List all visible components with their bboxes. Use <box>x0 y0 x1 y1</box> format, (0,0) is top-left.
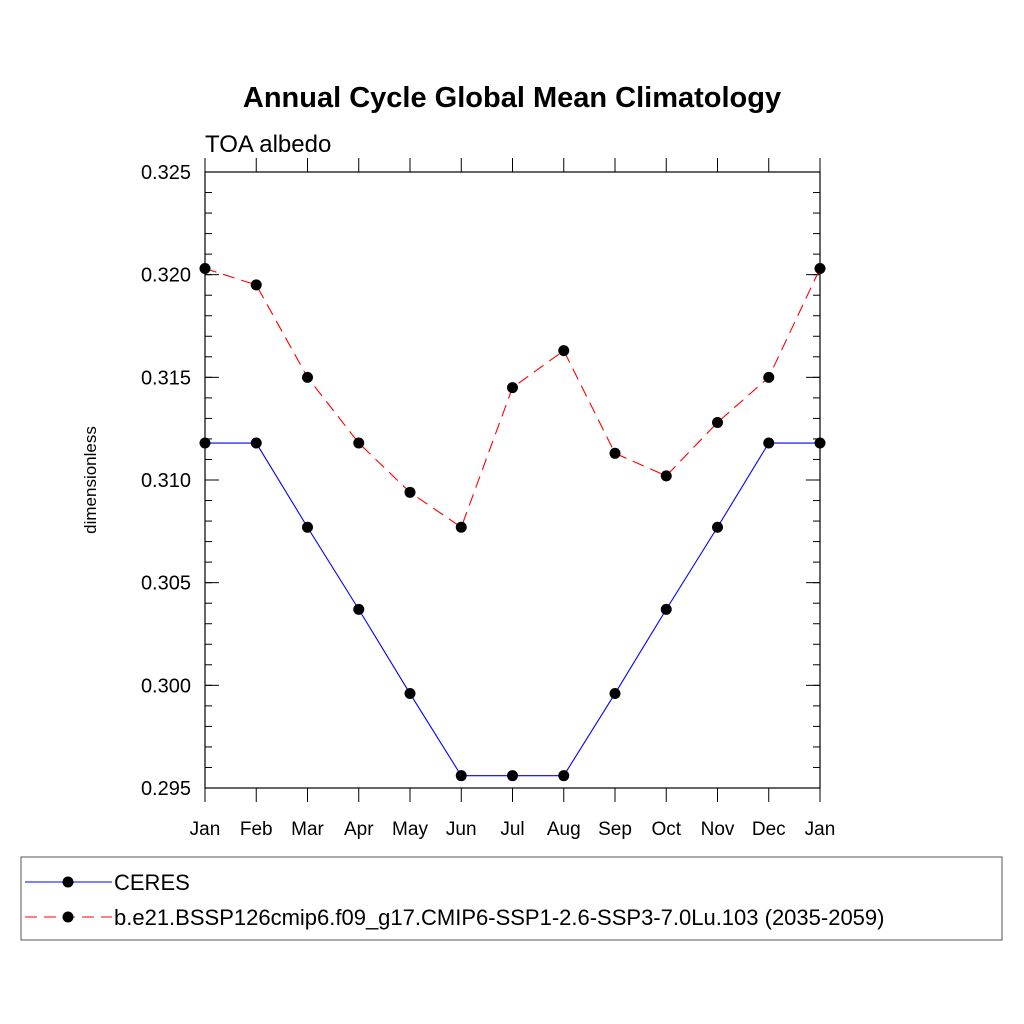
series-1-point <box>814 263 826 275</box>
x-tick-label: Oct <box>651 819 681 840</box>
y-tick-label: 0.310 <box>141 470 191 492</box>
y-tick-label: 0.295 <box>141 778 191 800</box>
series-0-point <box>712 521 723 533</box>
x-tick-label: Nov <box>701 819 735 840</box>
series-0-point <box>250 437 262 449</box>
series-0-point <box>558 770 570 782</box>
series-1-point <box>404 486 416 498</box>
plot-frame <box>204 171 821 789</box>
series-1-point <box>609 447 621 459</box>
x-tick-label: Jul <box>500 819 524 840</box>
x-tick-label: May <box>392 819 428 840</box>
series-1-point <box>302 371 313 383</box>
series-1-point <box>250 279 262 291</box>
x-tick-label: Jan <box>805 819 836 840</box>
minor-ticks <box>205 171 820 789</box>
series-0-point <box>302 521 313 533</box>
legend-label-model: b.e21.BSSP126cmip6.f09_g17.CMIP6-SSP1-2.… <box>114 905 884 930</box>
series-0-point <box>609 688 621 700</box>
legend-marker-model <box>62 911 74 923</box>
x-tick-label: Feb <box>240 819 273 840</box>
series-1-point <box>558 345 570 357</box>
series-1-point <box>507 382 518 394</box>
series-0-point <box>763 437 775 449</box>
x-tick-label: Jun <box>446 819 477 840</box>
legend-marker-ceres <box>62 876 74 888</box>
y-tick-labels: 0.295 0.300 0.305 0.310 0.315 0.320 0.325 <box>141 162 191 800</box>
series-1-point <box>660 470 672 482</box>
x-tick-label: Sep <box>598 819 632 840</box>
series-1-point <box>763 371 775 383</box>
series-1-point <box>455 521 467 533</box>
x-tick-label: Apr <box>344 819 374 840</box>
chart-title: Annual Cycle Global Mean Climatology <box>243 82 781 114</box>
series-layer <box>199 263 826 782</box>
y-axis-label: dimensionless <box>81 426 100 534</box>
x-tick-label: Jan <box>190 819 221 840</box>
legend-label-ceres: CERES <box>114 870 190 895</box>
x-tick-labels: Jan Feb Mar Apr May Jun Jul Aug Sep Oct Nov Dec Jan <box>190 819 836 840</box>
legend-box <box>20 856 1003 941</box>
chart-subtitle: TOA albedo <box>205 131 331 158</box>
series-0-point <box>404 688 416 700</box>
series-1-point <box>199 263 211 275</box>
y-tick-label: 0.300 <box>141 675 191 697</box>
y-tick-label: 0.315 <box>141 367 191 389</box>
series-0-point <box>455 770 467 782</box>
x-tick-label: Dec <box>752 819 786 840</box>
series-line-1 <box>204 267 821 529</box>
series-0-point <box>507 770 518 782</box>
series-line-0 <box>205 442 820 777</box>
series-1-point <box>353 437 365 449</box>
major-ticks <box>204 158 821 802</box>
y-tick-label: 0.305 <box>141 573 191 595</box>
series-0-point <box>199 437 211 449</box>
legend: CERES b.e21.BSSP126cmip6.f09_g17.CMIP6-S… <box>20 856 1003 941</box>
series-0-point <box>353 603 365 615</box>
series-0-point <box>814 437 826 449</box>
series-1-point <box>712 417 723 429</box>
y-tick-label: 0.325 <box>141 162 191 184</box>
series-0-point <box>660 603 672 615</box>
x-tick-label: Mar <box>291 819 324 840</box>
x-tick-label: Aug <box>547 819 581 840</box>
y-tick-label: 0.320 <box>141 265 191 287</box>
